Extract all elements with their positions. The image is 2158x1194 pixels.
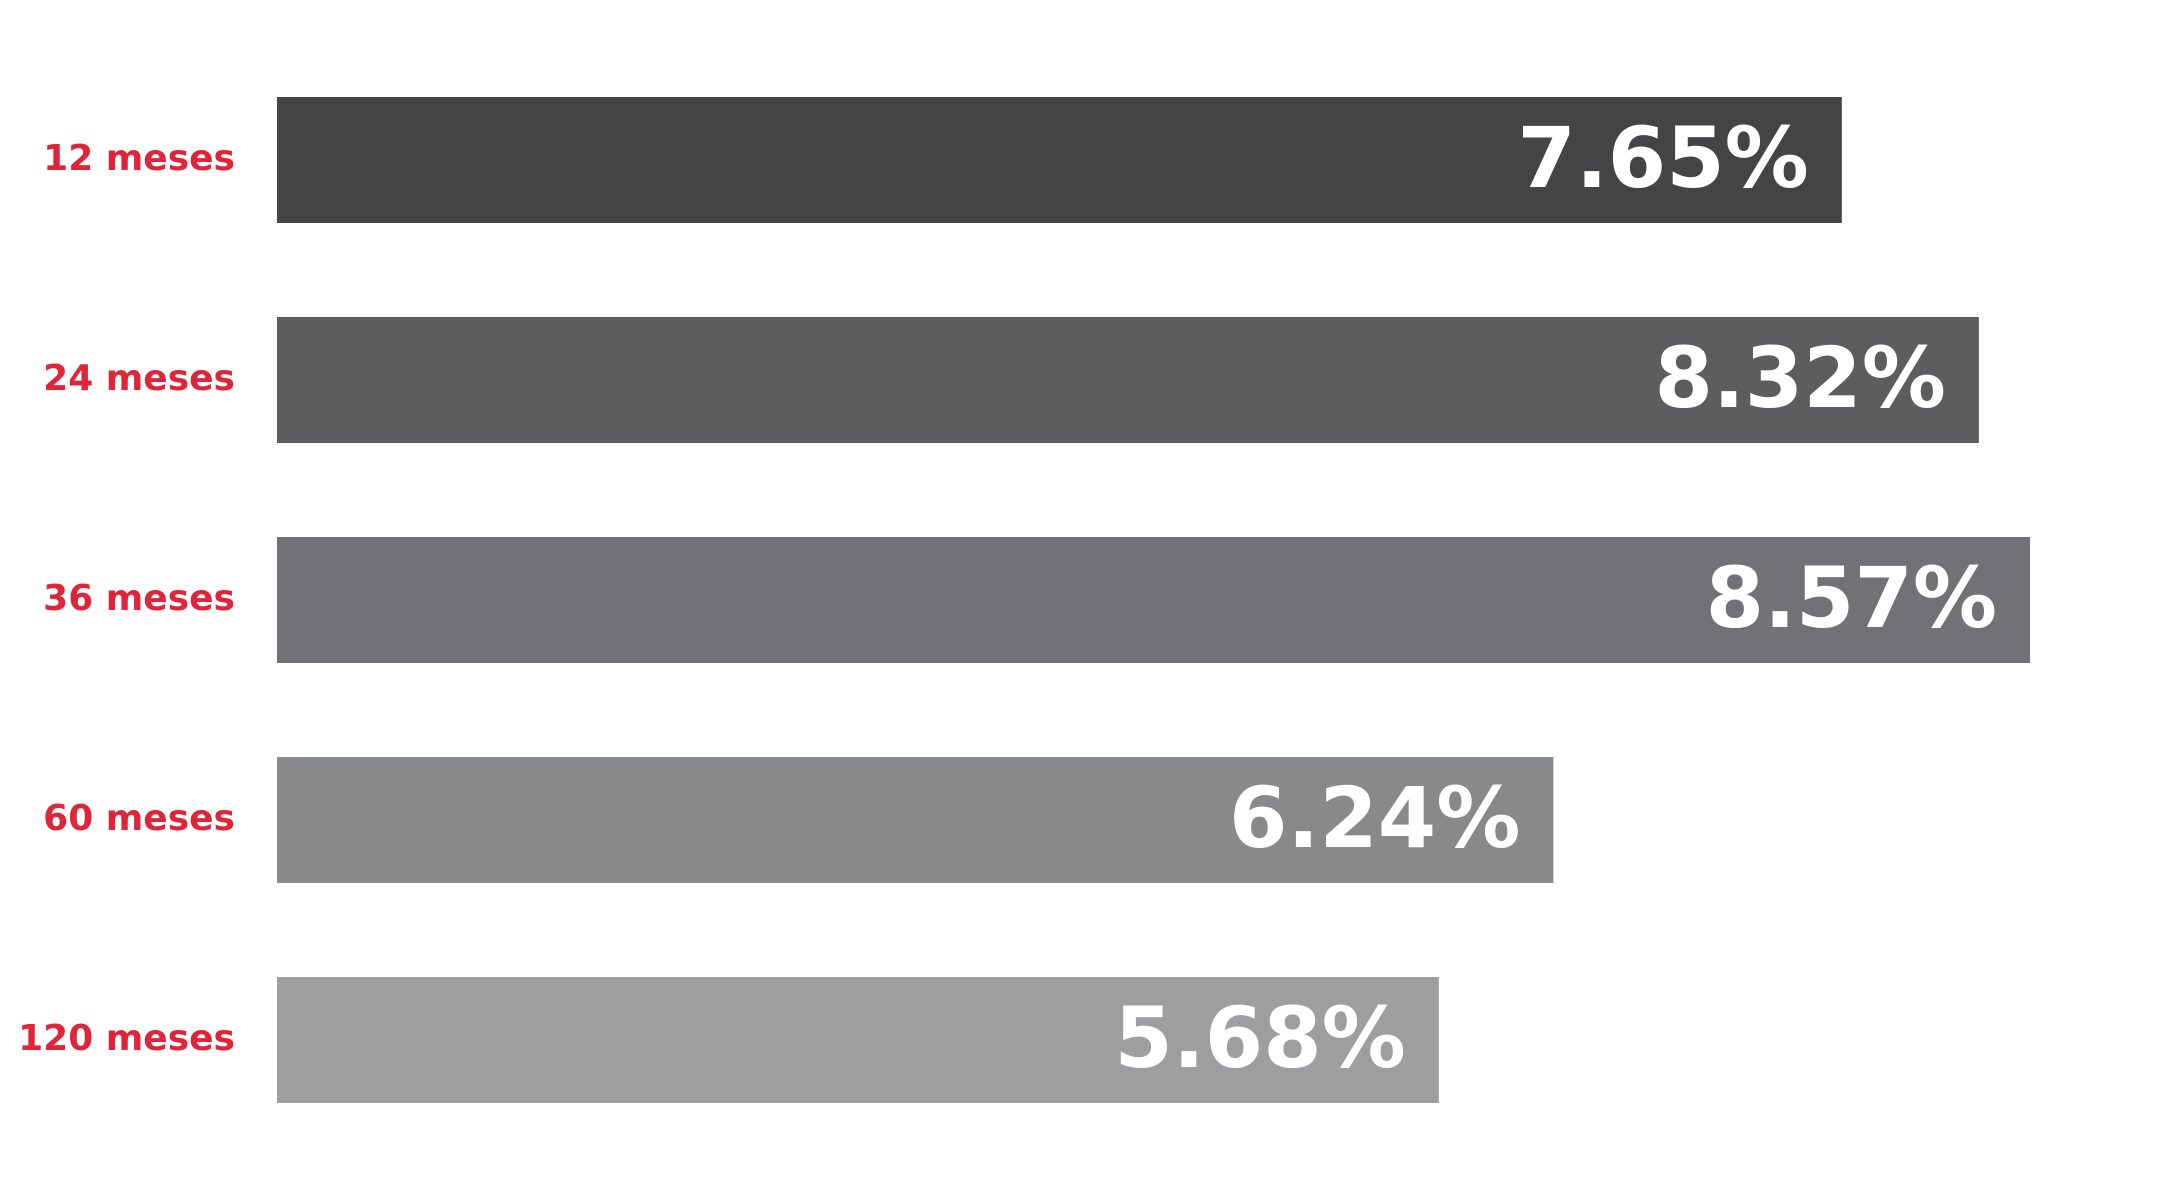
value-label: 6.24% bbox=[1229, 769, 1520, 867]
bar bbox=[277, 977, 1439, 1103]
category-label: 36 meses bbox=[43, 578, 235, 619]
category-label: 12 meses bbox=[43, 138, 235, 179]
bar bbox=[277, 317, 1979, 443]
category-label: 24 meses bbox=[43, 358, 235, 399]
category-label: 60 meses bbox=[43, 798, 235, 839]
category-label: 120 meses bbox=[18, 1018, 235, 1059]
bar bbox=[277, 757, 1554, 883]
value-label: 5.68% bbox=[1114, 989, 1405, 1087]
bar bbox=[277, 537, 2030, 663]
bar bbox=[277, 97, 1842, 223]
value-label: 8.32% bbox=[1654, 329, 1945, 427]
value-label: 7.65% bbox=[1517, 109, 1808, 207]
value-label: 8.57% bbox=[1706, 549, 1997, 647]
